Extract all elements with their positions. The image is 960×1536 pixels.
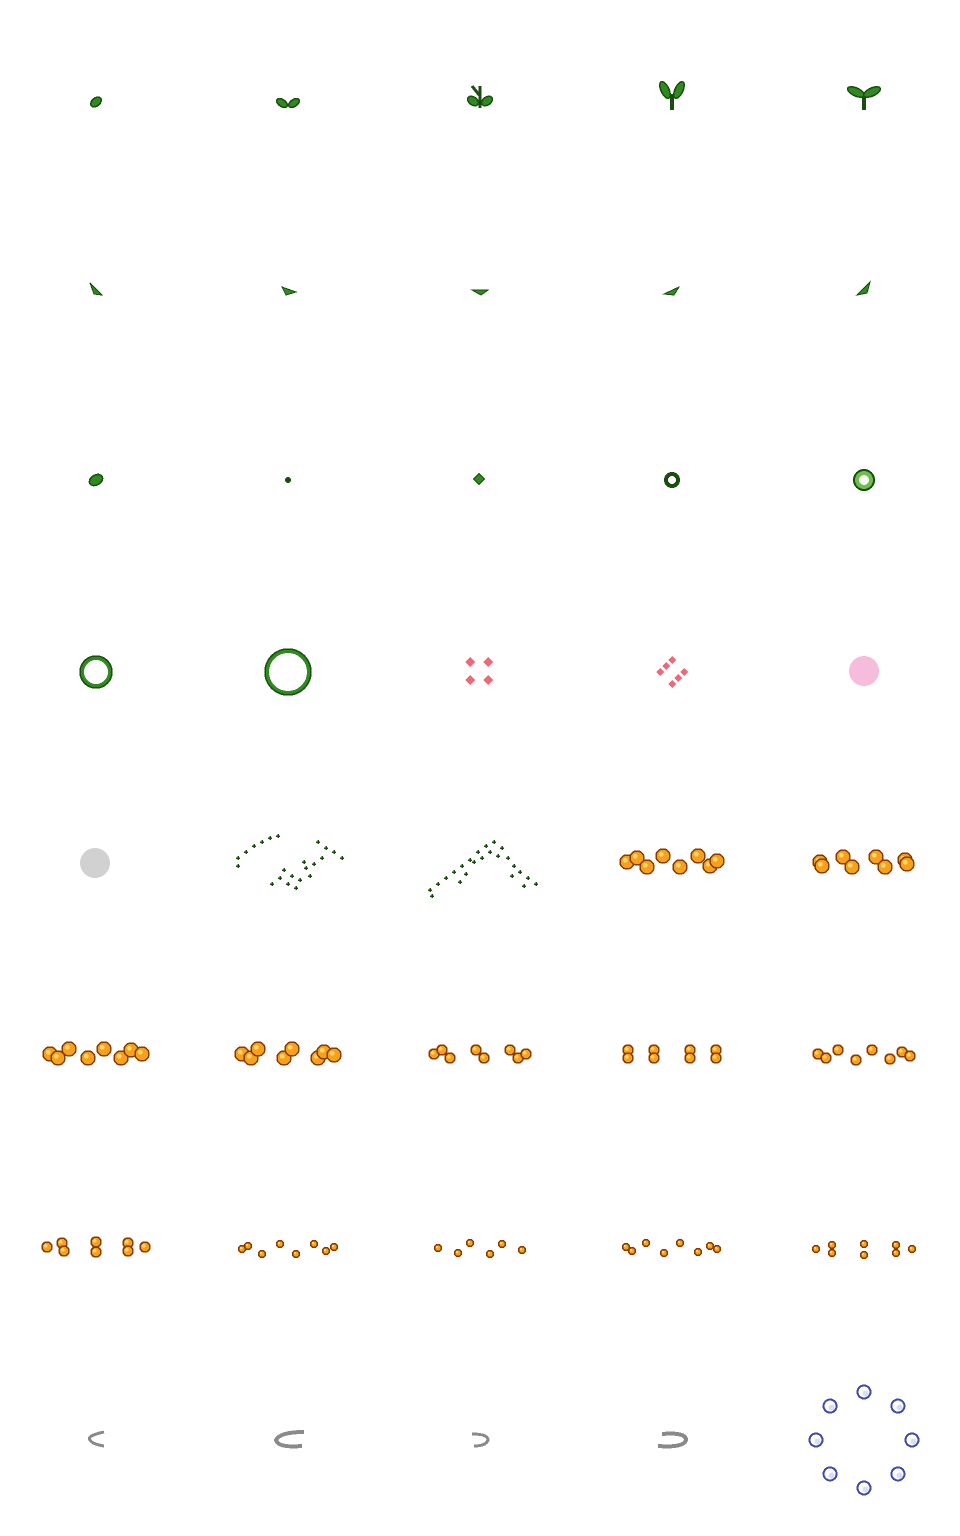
sprite-cell [0,768,192,960]
sprite-cell [384,768,576,960]
green-dot-small-icon [472,472,486,486]
sprite-cell [384,1344,576,1536]
green-ring-large-icon [79,655,113,689]
leaf-small-icon [88,473,104,487]
gray-swoosh-4-icon [657,1431,689,1449]
sprite-cell [384,384,576,576]
leaf-fall-1-icon [89,282,104,296]
sprite-cell [384,960,576,1152]
sprite-cell [192,1152,384,1344]
gray-swoosh-1-icon [87,1430,105,1448]
sprite-cell [192,768,384,960]
orange-orbs-row-6-icon [622,1044,722,1064]
pink-haze-icon [849,656,879,686]
leaf-fall-4-icon [662,285,681,296]
orange-orbs-row-10-icon [433,1238,527,1259]
orange-orbs-row-7-icon [812,1044,916,1066]
blue-orb-ring-icon [808,1384,920,1496]
sprite-cell [0,576,192,768]
sprite-cell [0,960,192,1152]
sprite-cell [192,576,384,768]
sprout-stage-3-icon [466,85,494,108]
sprite-cell [192,1344,384,1536]
sprite-cell [0,1152,192,1344]
sprite-cell [384,576,576,768]
sprout-stage-1-icon [89,96,103,108]
sprite-cell [576,192,768,384]
orange-orbs-row-11-icon [621,1238,722,1258]
sprite-cell [384,192,576,384]
sprite-cell [768,384,960,576]
sprite-cell [768,1152,960,1344]
sprite-cell [0,0,192,192]
orange-orbs-row-1-icon [619,848,725,875]
sprite-cell [576,0,768,192]
sprite-cell [768,768,960,960]
sprout-stage-4-icon [658,80,686,110]
orange-orbs-row-9-icon [237,1239,339,1259]
sprite-cell [0,192,192,384]
orange-orbs-row-4-icon [234,1041,342,1066]
gray-haze-icon [80,848,110,878]
sprite-cell [768,192,960,384]
sprite-cell [192,0,384,192]
green-ring-small-icon [664,472,680,488]
sprite-cell [0,384,192,576]
sprite-cell [768,0,960,192]
sprite-cell [576,1152,768,1344]
orange-orbs-row-12-icon [811,1239,917,1260]
sprite-cell [192,960,384,1152]
pink-sparkle-burst-icon [465,657,493,685]
sprite-cell [384,0,576,192]
sprite-cell [192,384,384,576]
sprite-cell [768,576,960,768]
green-sparkles-scatter-2-icon [428,840,538,898]
sprite-cell [576,960,768,1152]
orange-orbs-row-8-icon [41,1236,151,1258]
sprite-cell [192,192,384,384]
leaf-fall-5-icon [855,280,871,296]
orange-orbs-row-2-icon [812,849,915,875]
green-ring-xlarge-icon [264,648,312,696]
sprout-stage-2-icon [275,97,301,109]
sprite-cell [768,1344,960,1536]
sprout-stage-5-icon [846,85,882,110]
gray-swoosh-2-icon [273,1430,305,1449]
pink-sparkle-small-icon [656,656,688,688]
leaf-fall-3-icon [470,289,490,296]
sprite-cell [384,1152,576,1344]
sprite-cell [576,384,768,576]
green-ring-medium-icon [853,469,875,491]
sprite-cell [768,960,960,1152]
green-dot-tiny-icon [285,477,291,483]
sprite-cell [576,1344,768,1536]
sprite-cell [0,1344,192,1536]
leaf-fall-2-icon [280,286,298,296]
gray-swoosh-3-icon [471,1432,490,1448]
green-sparkles-scatter-1-icon [236,834,344,890]
sprite-cell [576,576,768,768]
orange-orbs-row-3-icon [42,1041,150,1066]
orange-orbs-row-5-icon [428,1044,532,1064]
sprite-cell [576,768,768,960]
